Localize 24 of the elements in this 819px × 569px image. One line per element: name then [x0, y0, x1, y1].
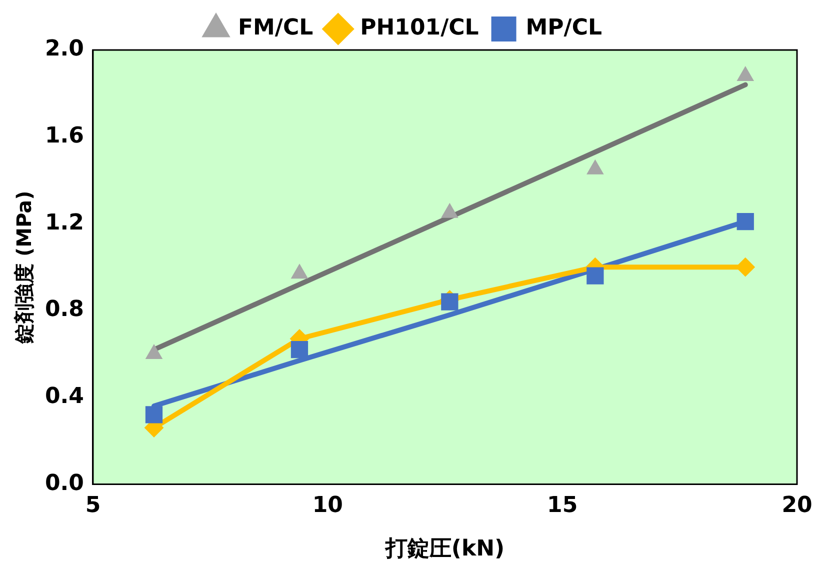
point [736, 212, 754, 230]
y-tick-label: 1.6 [44, 124, 84, 149]
y-tick-label: 2.0 [44, 36, 84, 62]
point [290, 341, 308, 358]
y-tick-label: 0.8 [44, 297, 84, 322]
y-tick-label: 0.0 [44, 470, 84, 496]
legend-label: PH101/CL [360, 16, 479, 41]
x-tick-label: 20 [782, 493, 812, 518]
y-tick-label: 1.2 [44, 210, 84, 236]
x-tick-label: 5 [85, 493, 101, 518]
x-axis-title: 打錠圧(kN) [384, 536, 505, 562]
x-tick-label: 15 [547, 493, 578, 518]
point [737, 66, 754, 82]
point [441, 203, 458, 218]
point [441, 293, 458, 310]
point [586, 267, 604, 284]
legend-label: MP/CL [526, 16, 602, 41]
y-axis-title: 錠剤強度 (MPa) [12, 190, 36, 344]
y-tick-label: 0.4 [44, 384, 84, 410]
legend-label: FM/CL [238, 16, 314, 41]
point [586, 160, 604, 174]
point [145, 406, 163, 424]
point [736, 258, 755, 277]
x-tick-label: 10 [312, 493, 343, 518]
